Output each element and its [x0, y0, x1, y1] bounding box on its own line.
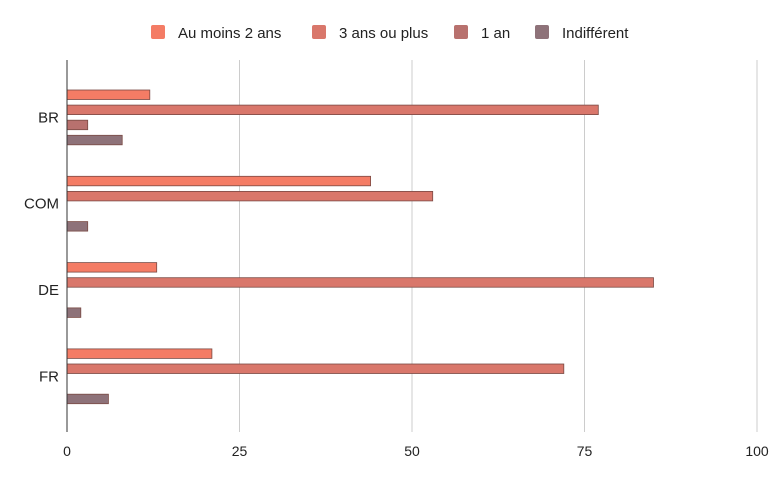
bar-fr-series-1 — [66, 348, 213, 359]
category-label-com: COM — [24, 196, 59, 213]
legend-label-1: Au moins 2 ans — [178, 25, 281, 42]
x-tick-label-100: 100 — [745, 443, 769, 459]
legend-label-2: 3 ans ou plus — [339, 25, 428, 42]
bar-fr-series-4 — [66, 393, 109, 405]
legend: Au moins 2 ans 3 ans ou plus 1 an Indiffére… — [151, 25, 629, 42]
bar-com-series-4 — [66, 221, 89, 232]
category-labels: BR COM DE FR — [24, 109, 59, 385]
category-label-fr: FR — [39, 368, 59, 385]
bar-de-series-1 — [66, 262, 158, 273]
legend-swatch-1 — [151, 25, 165, 39]
category-label-br: BR — [38, 109, 59, 126]
bar-com-series-2 — [66, 190, 434, 202]
x-tick-label-50: 50 — [404, 443, 420, 459]
category-label-de: DE — [38, 282, 59, 299]
bar-de-series-4 — [66, 307, 82, 318]
bar-br-series-2 — [66, 104, 599, 115]
legend-swatch-2 — [312, 25, 326, 39]
bar-br-series-4 — [66, 134, 123, 146]
bar-br-series-1 — [66, 89, 151, 100]
legend-swatch-4 — [535, 25, 549, 39]
bar-de-series-2 — [66, 277, 654, 288]
bar-com-series-1 — [66, 175, 372, 187]
x-tick-labels: 0 25 50 75 100 — [63, 443, 769, 459]
x-tick-label-0: 0 — [63, 443, 71, 459]
bar-fr-series-2 — [66, 363, 565, 374]
x-tick-label-25: 25 — [232, 443, 248, 459]
bars — [66, 89, 654, 405]
legend-swatch-3 — [454, 25, 468, 39]
legend-label-4: Indifférent — [562, 25, 629, 42]
legend-label-3: 1 an — [481, 25, 510, 42]
bar-br-series-3 — [66, 119, 89, 131]
gridlines — [239, 60, 758, 432]
x-tick-label-75: 75 — [577, 443, 593, 459]
